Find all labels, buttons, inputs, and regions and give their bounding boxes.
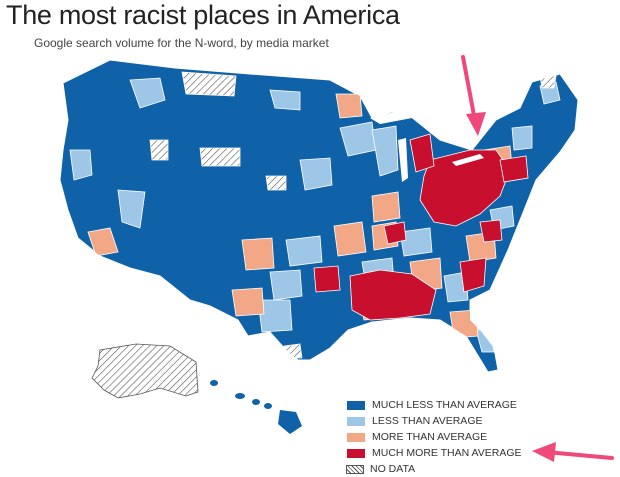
hawaii-island-2 (235, 393, 245, 399)
legend-item-more: MORE THAN AVERAGE (346, 429, 586, 445)
region-much-more-pennsylvania (499, 155, 529, 183)
legend-swatch-no-data (346, 464, 364, 474)
region-more-indiana (371, 191, 401, 223)
legend-label: MORE THAN AVERAGE (372, 431, 488, 443)
region-more-missouri (333, 221, 367, 257)
region-much-more-south-carolina (459, 257, 487, 293)
region-much-more-michigan (409, 133, 435, 173)
map-subtitle: Google search volume for the N-word, by … (34, 36, 329, 50)
region-much-more-virginia (479, 219, 503, 243)
alaska-no-data (91, 343, 199, 399)
region-no-data-maine (539, 75, 557, 89)
region-less-oregon (69, 149, 93, 181)
arrow-left-pointer (532, 442, 614, 462)
legend-label: MUCH MORE THAN AVERAGE (372, 447, 522, 459)
legend-swatch-less (346, 415, 366, 427)
region-no-data-wyoming (199, 147, 241, 167)
legend-item-much-more: MUCH MORE THAN AVERAGE (346, 445, 586, 461)
region-less-midwest-1 (299, 157, 333, 191)
region-more-california (87, 227, 119, 257)
region-more-new-mexico (241, 237, 275, 271)
hawaii-islands (210, 380, 302, 434)
region-less-kansas (285, 235, 323, 267)
region-no-data-idaho (149, 139, 169, 161)
lake-superior (370, 110, 412, 124)
legend-item-much-less: MUCH LESS THAN AVERAGE (346, 397, 586, 413)
region-less-nevada (117, 189, 146, 229)
legend-swatch-much-less (346, 399, 366, 411)
region-much-more-deep-south (349, 269, 437, 321)
lake-erie (452, 154, 484, 166)
map-title: The most racist places in America (6, 0, 400, 30)
legend-swatch-much-more (346, 447, 366, 459)
region-much-more-north-texas (313, 265, 341, 293)
map-legend: MUCH LESS THAN AVERAGE LESS THAN AVERAGE… (346, 397, 586, 477)
arrow-down-pointer (461, 55, 486, 136)
legend-item-less: LESS THAN AVERAGE (346, 413, 586, 429)
hawaii-island-1 (210, 380, 218, 386)
region-more-west-texas (231, 287, 265, 317)
region-less-oklahoma (269, 269, 303, 301)
legend-label: NO DATA (370, 463, 416, 475)
hawaii-big-island (278, 410, 302, 434)
region-less-wisconsin (371, 125, 399, 177)
hawaii-island-3 (252, 399, 260, 405)
lake-michigan (398, 138, 408, 182)
region-less-kentucky (399, 227, 433, 257)
region-less-montana (269, 89, 301, 111)
region-less-pacific-nw (129, 77, 166, 109)
region-much-more-appalachia (419, 149, 511, 227)
region-no-data-montana (181, 71, 237, 97)
legend-label: MUCH LESS THAN AVERAGE (372, 399, 517, 411)
hawaii-island-4 (264, 403, 272, 409)
region-more-dakotas (335, 93, 363, 119)
region-much-more-illinois (383, 221, 407, 245)
region-no-data-colorado (265, 175, 287, 191)
region-more-florida-north (449, 309, 479, 339)
legend-label: LESS THAN AVERAGE (372, 415, 483, 427)
legend-swatch-more (346, 431, 366, 443)
region-less-northeast (511, 125, 533, 151)
region-less-texas (257, 299, 293, 333)
legend-item-no-data: NO DATA (346, 461, 586, 477)
